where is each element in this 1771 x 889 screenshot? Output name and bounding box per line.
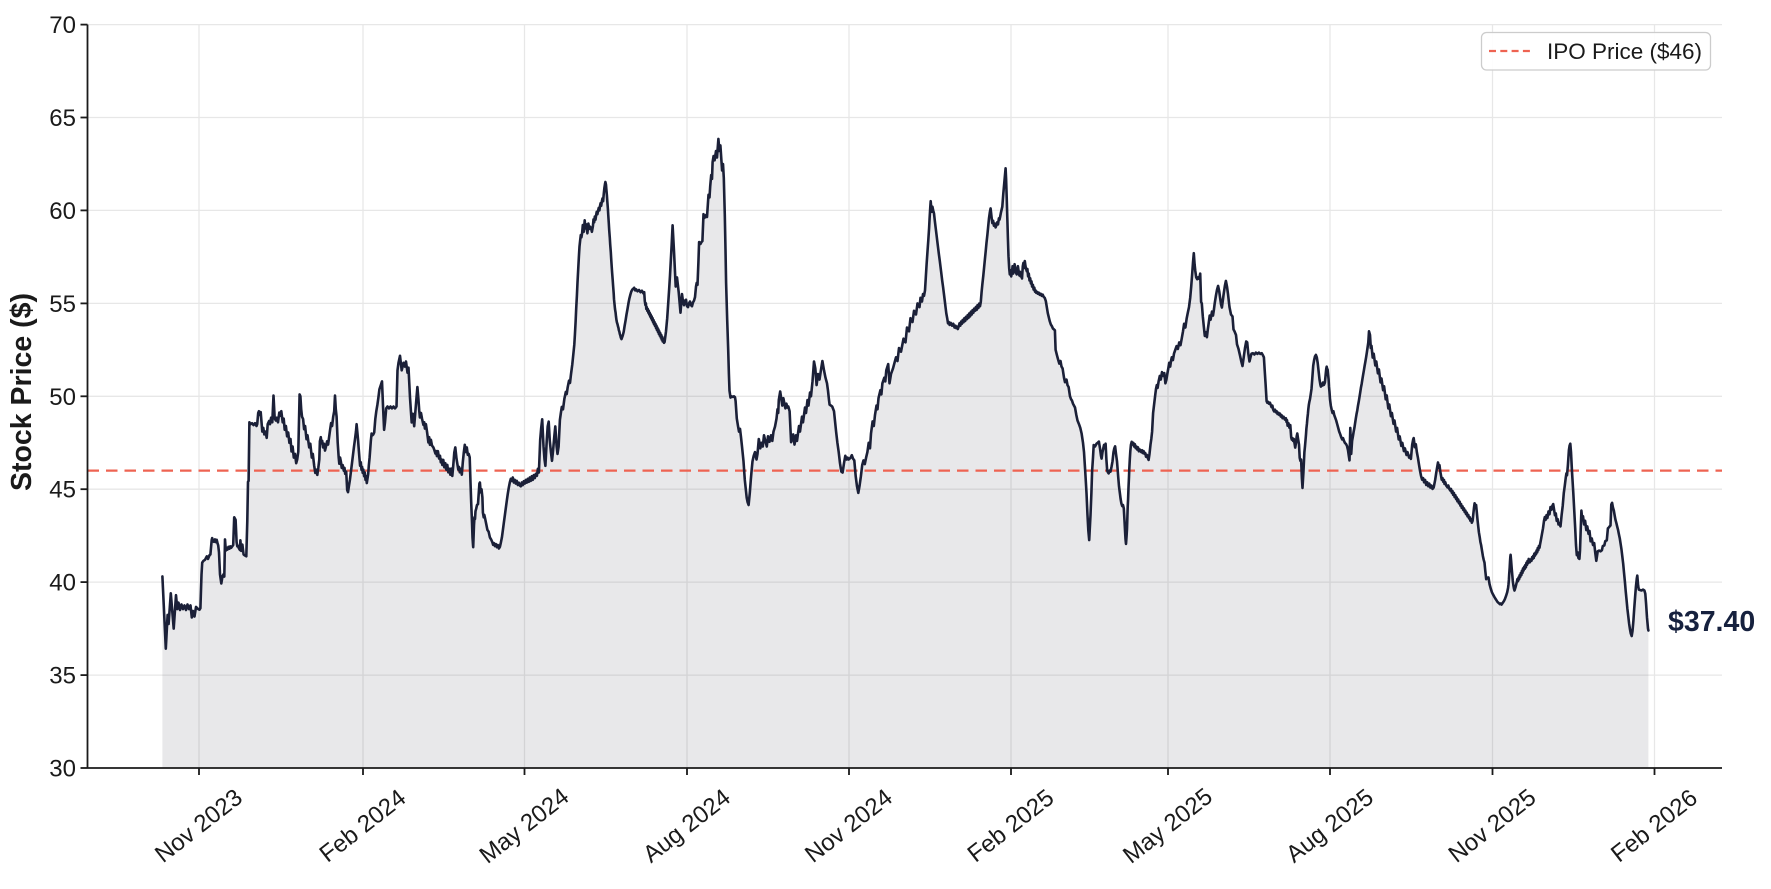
svg-text:55: 55 <box>49 291 76 318</box>
svg-text:50: 50 <box>49 384 76 411</box>
svg-text:45: 45 <box>49 477 76 504</box>
svg-text:30: 30 <box>49 756 76 783</box>
svg-text:IPO Price ($46): IPO Price ($46) <box>1547 39 1702 64</box>
svg-text:Stock Price ($): Stock Price ($) <box>6 293 38 491</box>
svg-text:35: 35 <box>49 663 76 690</box>
svg-text:65: 65 <box>49 105 76 132</box>
svg-text:$37.40: $37.40 <box>1668 606 1755 638</box>
svg-text:40: 40 <box>49 570 76 597</box>
svg-text:70: 70 <box>49 12 76 39</box>
svg-text:60: 60 <box>49 198 76 225</box>
